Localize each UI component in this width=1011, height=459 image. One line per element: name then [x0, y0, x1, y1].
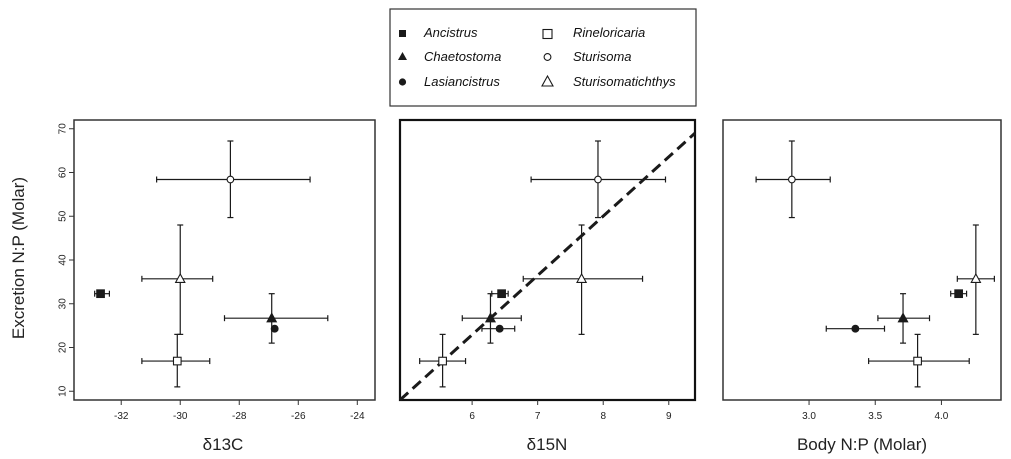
- panel-delta15n-marks: [419, 140, 667, 388]
- legend-label-sturisoma: Sturisoma: [573, 49, 632, 64]
- panel-body-np-ancistrus-point: [954, 289, 963, 299]
- panel-delta13c-ytick-label: 70: [58, 123, 69, 135]
- panel-delta15n-sturisoma-point: [594, 175, 602, 184]
- panel-delta15n-rineloricaria-point: [438, 356, 447, 366]
- legend-label-chaetostoma: Chaetostoma: [424, 49, 501, 64]
- panel-delta15n-reference-line: [398, 132, 697, 402]
- panel-delta15n-sturisomatichthys-point: [576, 272, 588, 283]
- panel-delta13c-xtick-label: -32: [114, 411, 129, 422]
- panel-delta13c-sturisomatichthys-point: [174, 272, 186, 283]
- panel-delta13c: -32 -30 -28 -26 -24 10 20 30 40 50 60 70 δ13C: [58, 119, 376, 454]
- panel-body-np-xtick-label: 4.0: [934, 411, 948, 422]
- panel-delta15n-xtick-label: 8: [600, 411, 606, 422]
- panel-delta13c-ytick-label: 30: [58, 298, 69, 310]
- panel-delta13c-xtick-label: -28: [232, 411, 247, 422]
- panel-delta13c-ytick-label: 40: [58, 254, 69, 266]
- panel-delta15n-lasiancistrus-point: [495, 324, 504, 333]
- panel-delta13c-ytick-label: 60: [58, 167, 69, 179]
- panel-body-np-marks: [755, 140, 995, 388]
- legend-marker-lasiancistrus: [398, 78, 407, 86]
- panel-delta15n-dashed-fit-line: [398, 132, 697, 402]
- panel-delta13c-ytick-label: 50: [58, 210, 69, 222]
- panel-delta15n-ancistrus-point: [497, 289, 506, 299]
- panel-delta15n-x-axis-label: δ15N: [527, 435, 568, 454]
- panel-delta13c-ancistrus-point: [96, 289, 105, 299]
- panel-delta13c-sturisoma-point: [226, 175, 235, 184]
- legend-label-lasiancistrus: Lasiancistrus: [424, 74, 500, 89]
- panel-delta15n-xtick-label: 6: [469, 411, 475, 422]
- panel-delta13c-x-axis-label: δ13C: [203, 435, 244, 454]
- legend-label-ancistrus: Ancistrus: [423, 25, 478, 40]
- legend-label-sturisomatichthys: Sturisomatichthys: [573, 74, 676, 89]
- legend-frame: [389, 8, 697, 107]
- legend-marker-sturisoma: [543, 53, 552, 61]
- panel-delta13c-xtick-label: -30: [173, 411, 188, 422]
- panel-delta13c-ytick-label: 10: [58, 385, 69, 397]
- panel-body-np-xtick-label: 3.0: [802, 411, 816, 422]
- panel-delta13c-yticks: 10 20 30 40 50 60 70: [58, 123, 74, 397]
- panel-delta13c-xticks: -32 -30 -28 -26 -24: [114, 400, 365, 422]
- panel-body-np-lasiancistrus-point: [851, 324, 860, 333]
- panel-delta13c-xtick-label: -24: [350, 411, 365, 422]
- panel-delta15n-frame: [398, 118, 697, 402]
- panel-delta13c-lasiancistrus-point: [270, 324, 279, 333]
- panel-body-np-frame: [722, 119, 1002, 401]
- legend-marker-ancistrus: [399, 30, 406, 37]
- panel-body-np-chaetostoma-point: [897, 312, 909, 323]
- y-axis-label: Excretion N:P (Molar): [9, 177, 28, 339]
- panel-delta15n-xtick-label: 9: [666, 411, 672, 422]
- panel-delta15n-chaetostoma-point: [484, 312, 496, 323]
- legend-marker-chaetostoma: [398, 52, 407, 60]
- panel-body-np: 3.0 3.5 4.0 Body N:P (Molar): [722, 119, 1002, 454]
- panel-body-np-rineloricaria-point: [913, 356, 922, 366]
- panel-delta15n: 6 7 8 9 δ15N: [398, 118, 697, 454]
- panel-body-np-xtick-label: 3.5: [868, 411, 882, 422]
- panel-delta15n-xtick-label: 7: [535, 411, 541, 422]
- legend-marker-sturisomatichthys: [541, 74, 554, 87]
- panel-delta13c-chaetostoma-point: [266, 312, 278, 323]
- legend-label-rineloricaria: Rineloricaria: [573, 25, 645, 40]
- panel-delta13c-xtick-label: -26: [291, 411, 306, 422]
- panel-delta15n-xticks: 6 7 8 9: [469, 400, 672, 422]
- panel-body-np-sturisoma-point: [787, 175, 796, 184]
- panel-body-np-sturisomatichthys-point: [970, 272, 982, 283]
- legend: Ancistrus Chaetostoma Lasiancistrus Rine…: [389, 8, 697, 107]
- panel-delta13c-marks: [94, 140, 329, 388]
- panel-delta13c-rineloricaria-point: [172, 356, 182, 366]
- panel-body-np-xticks: 3.0 3.5 4.0: [802, 400, 949, 422]
- panel-delta13c-ytick-label: 20: [58, 342, 69, 354]
- panel-delta13c-frame: [73, 119, 376, 401]
- panel-body-np-x-axis-label: Body N:P (Molar): [797, 435, 927, 454]
- legend-marker-rineloricaria: [542, 28, 553, 40]
